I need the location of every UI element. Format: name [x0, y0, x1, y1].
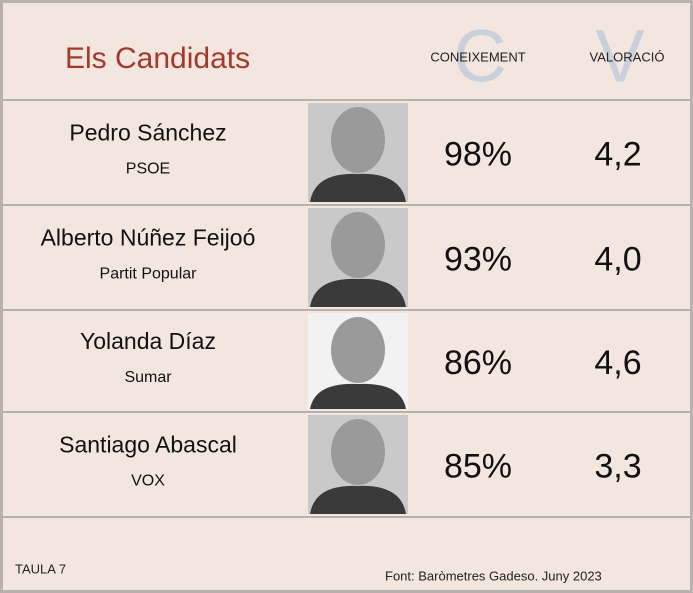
title: Els Candidats	[65, 42, 250, 75]
photo-shoulders	[310, 173, 406, 202]
candidate-party: VOX	[131, 473, 165, 490]
column-header: VALORACIÓ	[590, 49, 665, 64]
coneixement-value: 93%	[444, 240, 512, 278]
candidate-name: Pedro Sánchez	[69, 120, 226, 146]
coneixement-value: 98%	[444, 135, 512, 173]
candidate-party: PSOE	[126, 161, 170, 178]
photo-head	[331, 107, 385, 173]
photo-shoulders	[310, 383, 406, 409]
candidate-photo	[308, 313, 408, 409]
column-letter: C	[453, 15, 506, 98]
photo-head	[331, 212, 385, 278]
footer-source: Font: Baròmetres Gadeso. Juny 2023	[385, 568, 602, 583]
candidate-photo	[308, 415, 408, 514]
footer-label: TAULA 7	[15, 561, 66, 576]
candidate-name: Yolanda Díaz	[80, 328, 216, 354]
rows: Pedro Sánchez PSOE 98% 4,2 Alberto Núñez Fei…	[3, 99, 690, 514]
photo-head	[331, 419, 385, 485]
valoracio-value: 4,2	[594, 135, 641, 173]
candidate-name: Santiago Abascal	[59, 432, 237, 458]
photo-shoulders	[310, 485, 406, 514]
candidate-photo	[308, 208, 408, 307]
valoracio-value: 4,0	[594, 240, 641, 278]
candidate-name: Alberto Núñez Feijoó	[41, 225, 256, 251]
candidate-photo	[308, 103, 408, 202]
column-header: CONEIXEMENT	[430, 49, 525, 64]
coneixement-value: 86%	[444, 344, 512, 382]
photo-head	[331, 317, 385, 383]
column-letter: V	[595, 15, 645, 98]
valoracio-value: 4,6	[594, 344, 641, 382]
photo-shoulders	[310, 278, 406, 307]
valoracio-value: 3,3	[594, 447, 641, 485]
candidate-party: Sumar	[124, 369, 172, 386]
coneixement-value: 85%	[444, 447, 512, 485]
candidate-party: Partit Popular	[100, 266, 198, 283]
